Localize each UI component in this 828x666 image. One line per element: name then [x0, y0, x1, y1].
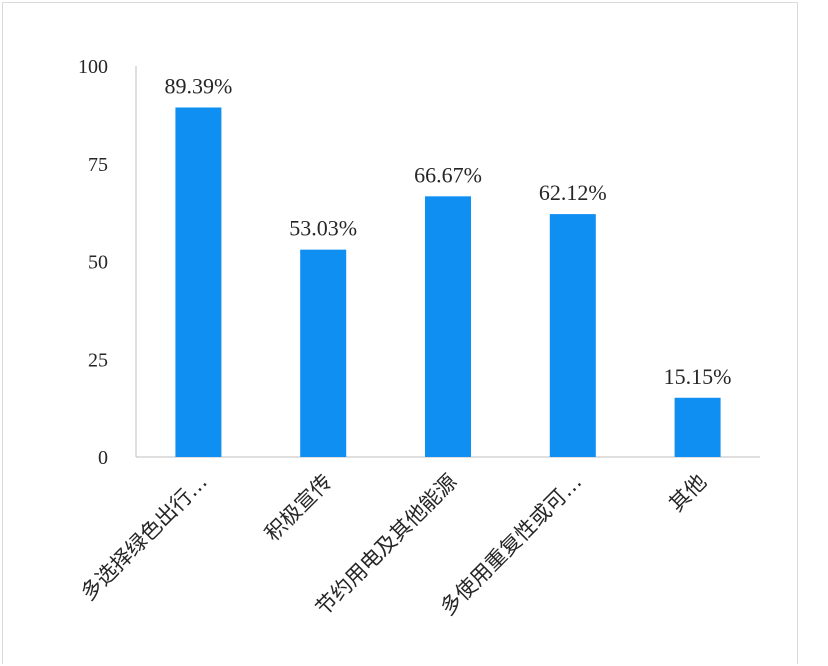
chart-frame	[2, 2, 798, 664]
y-tick-label: 25	[88, 349, 108, 371]
data-label: 62.12%	[539, 180, 607, 205]
category-label: 积极宣传	[260, 470, 336, 546]
data-labels: 89.39% 53.03% 66.67% 62.12% 15.15%	[164, 73, 731, 388]
y-tick-label: 75	[88, 154, 108, 176]
category-label: 多使用重复性或可…	[436, 470, 587, 621]
bar	[674, 397, 721, 457]
data-label: 15.15%	[664, 364, 732, 389]
bar	[300, 249, 347, 457]
y-tick-label: 100	[78, 56, 108, 78]
bar	[175, 107, 222, 457]
category-label: 多选择绿色出行…	[76, 470, 212, 606]
bar	[549, 214, 596, 457]
category-label: 其他	[664, 470, 711, 517]
y-tick-label: 0	[98, 447, 108, 469]
y-tick-label: 50	[88, 252, 108, 274]
category-label: 节约用电及其他能源	[311, 470, 462, 621]
data-label: 89.39%	[164, 73, 232, 98]
bar	[425, 196, 471, 457]
data-label: 53.03%	[289, 216, 357, 241]
bars	[175, 107, 721, 457]
data-label: 66.67%	[414, 162, 482, 187]
y-axis-ticks: 0 25 50 75 100	[78, 56, 108, 469]
